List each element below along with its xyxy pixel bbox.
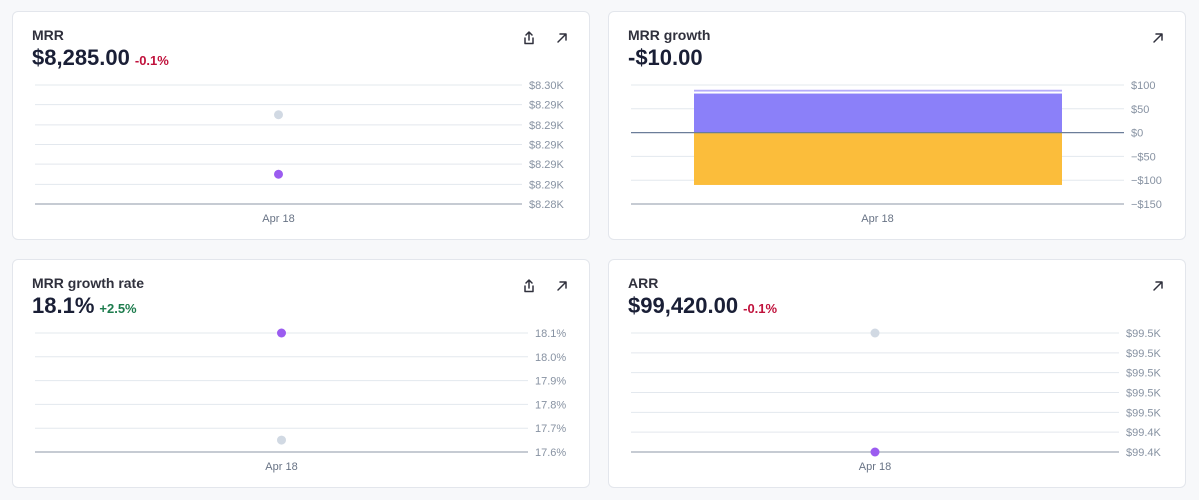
y-tick-label: −$100 (1131, 175, 1162, 187)
card-title: MRR (32, 27, 64, 43)
y-tick-label: $99.5K (1126, 328, 1162, 340)
y-tick-label: 17.6% (535, 447, 566, 459)
y-tick-label: $99.5K (1126, 368, 1162, 380)
expand-arrow-icon (557, 281, 567, 291)
bar-expansion[interactable] (694, 89, 1062, 92)
value-row: -$10.00 (628, 45, 703, 71)
y-tick-label: $99.5K (1126, 407, 1162, 419)
card-title: MRR growth (628, 27, 711, 43)
previous-data-point[interactable] (274, 110, 283, 120)
delta-badge: +2.5% (99, 301, 137, 316)
y-tick-label: $50 (1131, 104, 1149, 116)
expand-button[interactable] (553, 29, 571, 47)
metric-value: $99,420.00 (628, 293, 739, 318)
delta-badge: -0.1% (743, 301, 778, 316)
mrr-growth-rate-chart: 18.1% 18.0% 17.9% 17.8% 17.7% 17.6% Apr 18 (35, 328, 566, 473)
y-tick-label: $99.4K (1126, 447, 1162, 459)
previous-data-point[interactable] (277, 435, 286, 445)
share-icon (524, 31, 534, 45)
y-tick-label: $8.29K (529, 159, 565, 171)
current-data-point[interactable] (274, 169, 283, 179)
delta-badge: -0.1% (134, 53, 169, 68)
y-tick-label: 17.8% (535, 399, 566, 411)
expand-arrow-icon (1153, 281, 1163, 291)
y-tick-label: $8.29K (529, 120, 565, 132)
value-row: $8,285.00 -0.1% (32, 45, 169, 71)
y-tick-label: $8.29K (529, 100, 565, 112)
y-tick-label: $0 (1131, 128, 1143, 140)
y-tick-label: $8.28K (529, 199, 565, 211)
previous-data-point[interactable] (870, 328, 880, 338)
y-tick-label: −$150 (1131, 199, 1162, 211)
arr-card: ARR $99,420.00 -0.1% $99.5K $99.5K $99.5K $9… (608, 259, 1186, 488)
y-tick-label: 17.7% (535, 423, 566, 435)
y-tick-label: −$50 (1131, 151, 1156, 163)
metric-value: 18.1% (32, 293, 95, 318)
expand-arrow-icon (557, 33, 567, 43)
y-tick-label: $99.5K (1126, 388, 1162, 400)
share-button[interactable] (520, 29, 538, 47)
x-tick-label: Apr 18 (265, 461, 297, 473)
value-row: 18.1% +2.5% (32, 293, 137, 319)
share-icon (524, 279, 534, 293)
current-data-point[interactable] (277, 328, 286, 338)
bar-new[interactable] (694, 93, 1062, 133)
expand-button[interactable] (553, 277, 571, 295)
mrr-chart: $8.30K $8.29K $8.29K $8.29K $8.29K $8.29K $8.2… (35, 80, 565, 225)
y-tick-label: $8.29K (529, 179, 565, 191)
x-tick-label: Apr 18 (262, 213, 294, 225)
mrr-growth-chart: $100 $50 $0 −$50 −$100 −$150 Apr 18 (631, 80, 1162, 225)
y-tick-label: $100 (1131, 80, 1155, 92)
y-tick-label: $8.30K (529, 80, 565, 92)
x-tick-label: Apr 18 (859, 461, 891, 473)
card-title: MRR growth rate (32, 275, 144, 291)
mrr-growth-rate-card: MRR growth rate 18.1% +2.5% 18.1% 18.0% 17.… (12, 259, 590, 488)
metric-value: $8,285.00 (32, 45, 130, 70)
y-tick-label: 18.1% (535, 328, 566, 340)
current-data-point[interactable] (870, 447, 880, 457)
card-title: ARR (628, 275, 659, 291)
y-tick-label: 17.9% (535, 376, 566, 388)
share-button[interactable] (520, 277, 538, 295)
y-tick-label: $99.4K (1126, 427, 1162, 439)
y-tick-label: $99.5K (1126, 348, 1162, 360)
expand-button[interactable] (1149, 277, 1167, 295)
y-tick-label: 18.0% (535, 352, 566, 364)
mrr-growth-card: MRR growth -$10.00 $100 $50 $0 −$50 −$100 −$1… (608, 11, 1186, 240)
bar-churn[interactable] (694, 132, 1062, 185)
expand-button[interactable] (1149, 29, 1167, 47)
y-tick-label: $8.29K (529, 140, 565, 152)
mrr-card: MRR $8,285.00 -0.1% $8.30K $8.29K $8.29K $8.… (12, 11, 590, 240)
x-tick-label: Apr 18 (861, 213, 893, 225)
value-row: $99,420.00 -0.1% (628, 293, 777, 319)
arr-chart: $99.5K $99.5K $99.5K $99.5K $99.5K $99.4K $99.… (631, 328, 1162, 473)
metric-value: -$10.00 (628, 45, 703, 70)
expand-arrow-icon (1153, 33, 1163, 43)
